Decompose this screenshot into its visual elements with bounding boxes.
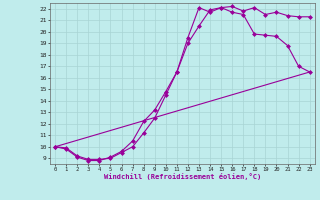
X-axis label: Windchill (Refroidissement éolien,°C): Windchill (Refroidissement éolien,°C)	[104, 173, 261, 180]
